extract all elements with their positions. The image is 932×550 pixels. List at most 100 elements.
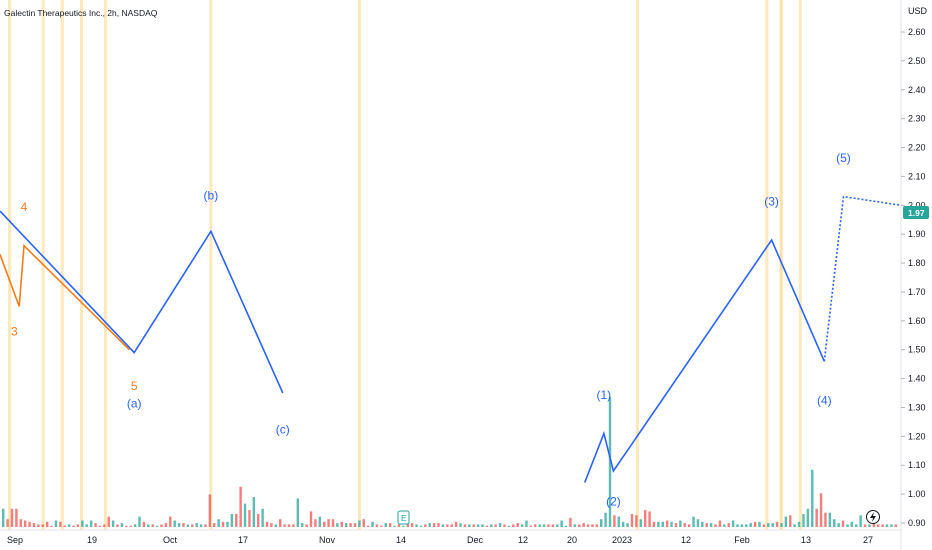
volume-bar bbox=[736, 524, 739, 527]
volume-bar bbox=[872, 523, 876, 527]
volume-bar bbox=[454, 521, 458, 527]
volume-bar bbox=[446, 524, 449, 527]
earnings-marker[interactable]: E bbox=[397, 510, 410, 525]
wave-label: (3) bbox=[764, 194, 779, 208]
volume-bar bbox=[890, 524, 893, 527]
volume-bar bbox=[635, 515, 638, 527]
volume-bar bbox=[160, 524, 163, 527]
y-tick-label: 1.80 bbox=[908, 258, 926, 268]
lightning-icon[interactable] bbox=[866, 510, 880, 524]
y-tick-label: 2.30 bbox=[908, 114, 926, 124]
volume-bar bbox=[41, 524, 44, 527]
y-tick-label: 1.40 bbox=[908, 374, 926, 384]
wave-projection-line[interactable] bbox=[823, 195, 902, 362]
volume-bar bbox=[54, 520, 58, 527]
y-tick-label: 1.10 bbox=[908, 460, 926, 470]
volume-bar bbox=[257, 514, 260, 527]
y-tick-label: 1.30 bbox=[908, 402, 926, 412]
volume-bar bbox=[573, 524, 577, 527]
earnings-icon[interactable] bbox=[397, 510, 410, 525]
volume-bar bbox=[727, 523, 730, 527]
volume-bar bbox=[578, 524, 581, 527]
volume-bar bbox=[815, 508, 818, 527]
volume-bar bbox=[331, 519, 335, 527]
volume-bar bbox=[481, 524, 484, 527]
volume-bar bbox=[885, 524, 889, 527]
x-tick-label: Oct bbox=[163, 535, 178, 545]
volume-bar bbox=[626, 523, 629, 527]
session-band bbox=[8, 0, 12, 530]
y-tick-label: 1.20 bbox=[908, 431, 926, 441]
session-band bbox=[103, 0, 107, 530]
volume-bar bbox=[802, 514, 805, 527]
volume-bar bbox=[881, 524, 884, 527]
session-band bbox=[798, 0, 802, 530]
chart-title: Galectin Therapeutics Inc., 2h, NASDAQ bbox=[4, 8, 158, 18]
volume-bar bbox=[591, 524, 594, 527]
volume-bar bbox=[296, 498, 300, 527]
x-tick-label: 12 bbox=[681, 535, 691, 545]
volume-bar bbox=[37, 524, 40, 527]
volume-bar bbox=[621, 521, 625, 527]
volume-bar bbox=[542, 524, 546, 527]
volume-bar bbox=[468, 524, 471, 527]
volume-bars bbox=[2, 397, 898, 527]
time-axis[interactable]: Sep 19 Oct 17 Nov 14 Dec 12 20 2023 12 Feb 13 27 bbox=[7, 535, 873, 545]
volume-bar bbox=[841, 520, 845, 527]
last-price-badge: 1.97 bbox=[903, 206, 929, 219]
wave-label: (5) bbox=[836, 151, 851, 165]
wave-line[interactable] bbox=[0, 243, 130, 351]
volume-bar bbox=[292, 524, 295, 527]
session-band bbox=[635, 0, 639, 530]
volume-bar bbox=[749, 523, 752, 527]
volume-bar bbox=[582, 523, 585, 527]
y-tick-label: 2.60 bbox=[908, 27, 926, 37]
volume-bar bbox=[520, 524, 524, 527]
volume-bar bbox=[472, 524, 475, 527]
x-tick-label: 13 bbox=[801, 535, 811, 545]
volume-bar bbox=[107, 516, 110, 527]
volume-bar bbox=[687, 524, 691, 527]
volume-bar bbox=[358, 520, 361, 527]
volume-bar bbox=[547, 524, 550, 527]
volume-bar bbox=[85, 524, 88, 527]
volume-bar bbox=[551, 524, 555, 527]
volume-bar bbox=[432, 523, 436, 527]
volume-bar bbox=[195, 523, 198, 527]
volume-bar bbox=[279, 519, 282, 527]
volume-bar bbox=[15, 508, 18, 527]
volume-bar bbox=[538, 524, 541, 527]
x-tick-label: 27 bbox=[863, 535, 873, 545]
volume-bar bbox=[762, 524, 766, 527]
volume-bar bbox=[248, 510, 251, 527]
volume-bar bbox=[129, 525, 132, 527]
volume-bar bbox=[837, 523, 840, 527]
volume-bar bbox=[349, 523, 352, 527]
volume-bar bbox=[705, 523, 708, 527]
wave-line[interactable] bbox=[583, 238, 826, 483]
volume-bar bbox=[833, 519, 836, 527]
volume-bar bbox=[182, 523, 185, 527]
volume-bar bbox=[534, 524, 537, 527]
volume-bar bbox=[586, 524, 590, 527]
wave-line[interactable] bbox=[0, 210, 284, 394]
volume-bar bbox=[125, 525, 128, 527]
volume-bar bbox=[371, 521, 374, 527]
volume-bar bbox=[868, 524, 871, 527]
volume-bar bbox=[406, 523, 409, 527]
volume-bar bbox=[683, 523, 686, 527]
volume-bar bbox=[336, 523, 339, 527]
volume-bar bbox=[428, 523, 431, 527]
volume-bar bbox=[186, 524, 190, 527]
volume-bar bbox=[516, 523, 519, 527]
volume-bar bbox=[604, 512, 607, 527]
volume-bar bbox=[714, 524, 717, 527]
x-tick-label: Sep bbox=[7, 535, 23, 545]
price-axis[interactable]: 2.60 2.50 2.40 2.30 2.20 2.10 2.00 1.90 1.80 1.70… bbox=[901, 27, 926, 528]
y-tick-label: 1.70 bbox=[908, 287, 926, 297]
volume-bar bbox=[670, 521, 673, 527]
volume-bar bbox=[111, 520, 115, 527]
volume-bar bbox=[679, 520, 682, 527]
volume-bar bbox=[630, 514, 634, 527]
